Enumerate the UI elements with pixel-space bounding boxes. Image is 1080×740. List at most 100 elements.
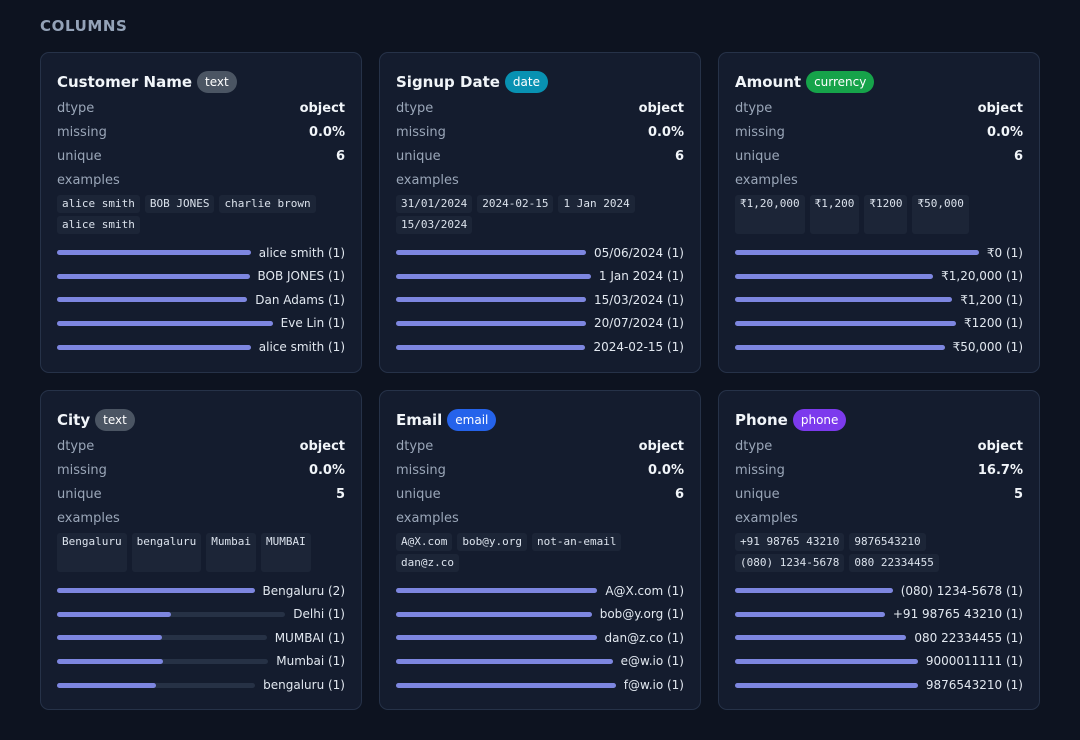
value-count-row: e@w.io (1) <box>396 650 684 674</box>
value-bar-track <box>57 658 269 664</box>
column-card: Amount currency dtype object missing 0.0… <box>718 52 1040 373</box>
stat-value: 6 <box>674 149 684 165</box>
example-chip: 31/01/2024 <box>396 194 473 213</box>
examples-label: examples <box>396 511 459 527</box>
value-count-row: +91 98765 43210 (1) <box>735 602 1023 626</box>
type-badge: text <box>197 71 237 93</box>
examples-label: examples <box>735 511 798 527</box>
value-count-label: 15/03/2024 (1) <box>594 292 684 307</box>
value-bar-fill <box>735 611 885 617</box>
value-count-label: ₹1,200 (1) <box>960 292 1023 307</box>
stat-unique: unique 5 <box>735 483 1023 507</box>
value-count-label: A@X.com (1) <box>605 583 684 598</box>
value-bar-track <box>735 682 918 688</box>
column-card: Email email dtype object missing 0.0% un… <box>379 390 701 710</box>
value-count-label: alice smith (1) <box>258 340 345 355</box>
value-bar-track <box>735 250 979 256</box>
value-bar-track <box>57 682 256 688</box>
card-header: City text <box>57 408 345 432</box>
value-count-row: Eve Lin (1) <box>57 312 345 336</box>
stat-dtype: dtype object <box>735 434 1023 458</box>
value-bar-track <box>396 611 592 617</box>
stat-unique: unique 6 <box>735 145 1023 169</box>
value-count-label: ₹1,20,000 (1) <box>941 269 1023 284</box>
example-chip: charlie brown <box>219 194 316 213</box>
value-counts: A@X.com (1) bob@y.org (1) dan@z.co (1) e@w.… <box>396 579 684 697</box>
value-count-label: 1 Jan 2024 (1) <box>598 269 684 284</box>
example-chip: 9876543210 <box>849 532 926 551</box>
examples-label: examples <box>57 511 120 527</box>
value-bar-fill <box>396 588 598 594</box>
value-count-row: 080 22334455 (1) <box>735 626 1023 650</box>
value-bar-fill <box>396 250 587 256</box>
value-bar-fill <box>735 250 979 256</box>
value-bar-track <box>57 320 273 326</box>
value-bar-fill <box>735 635 907 641</box>
value-bar-track <box>57 635 267 641</box>
example-chip: ₹1,20,000 <box>735 194 805 234</box>
example-chip: Bengaluru <box>57 532 127 572</box>
value-count-label: Delhi (1) <box>293 607 345 622</box>
stat-unique: unique 6 <box>396 483 684 507</box>
type-badge: email <box>447 409 497 431</box>
stat-value: object <box>977 100 1023 116</box>
stat-dtype: dtype object <box>396 96 684 120</box>
value-count-label: bob@y.org (1) <box>599 607 684 622</box>
example-chip: alice smith <box>57 215 140 234</box>
value-bar-track <box>735 658 918 664</box>
value-count-label: dan@z.co (1) <box>604 630 684 645</box>
value-count-label: 05/06/2024 (1) <box>594 245 684 260</box>
type-badge: text <box>95 409 135 431</box>
value-count-row: ₹1200 (1) <box>735 312 1023 336</box>
value-count-row: 2024-02-15 (1) <box>396 335 684 359</box>
value-bar-fill <box>57 297 248 303</box>
example-chip: bob@y.org <box>457 532 527 551</box>
stat-label: missing <box>735 462 785 478</box>
stat-value: 0.0% <box>647 124 684 140</box>
value-bar-track <box>396 658 613 664</box>
stat-dtype: dtype object <box>735 96 1023 120</box>
stat-label: unique <box>57 149 102 165</box>
value-bar-fill <box>396 635 597 641</box>
stat-label: missing <box>396 462 446 478</box>
value-count-label: Bengaluru (2) <box>262 583 345 598</box>
stat-missing: missing 16.7% <box>735 458 1023 482</box>
stat-missing: missing 0.0% <box>57 458 345 482</box>
value-count-label: bengaluru (1) <box>263 678 345 693</box>
value-bar-fill <box>396 611 592 617</box>
value-count-row: Delhi (1) <box>57 602 345 626</box>
column-card: Customer Name text dtype object missing … <box>40 52 362 373</box>
stat-value: 0.0% <box>308 124 345 140</box>
example-chip: 1 Jan 2024 <box>558 194 635 213</box>
value-count-label: ₹0 (1) <box>986 245 1023 260</box>
stat-label: unique <box>735 149 780 165</box>
value-count-label: 080 22334455 (1) <box>914 630 1023 645</box>
column-title: Signup Date <box>396 73 500 91</box>
type-badge: currency <box>806 71 875 93</box>
stat-value: 5 <box>1013 487 1023 503</box>
card-header: Phone phone <box>735 408 1023 432</box>
card-header: Signup Date date <box>396 70 684 94</box>
value-counts: 05/06/2024 (1) 1 Jan 2024 (1) 15/03/2024 (… <box>396 241 684 359</box>
example-chip: not-an-email <box>531 532 622 551</box>
value-count-row: 1 Jan 2024 (1) <box>396 264 684 288</box>
stat-missing: missing 0.0% <box>396 458 684 482</box>
value-bar-track <box>396 344 586 350</box>
value-count-row: BOB JONES (1) <box>57 264 345 288</box>
value-count-row: ₹50,000 (1) <box>735 335 1023 359</box>
value-count-label: Mumbai (1) <box>276 654 345 669</box>
value-bar-track <box>396 250 587 256</box>
stat-unique: unique 6 <box>57 145 345 169</box>
value-bar-track <box>735 273 934 279</box>
value-count-row: dan@z.co (1) <box>396 626 684 650</box>
value-bar-track <box>57 588 255 594</box>
value-bar-fill <box>57 611 172 617</box>
stat-value: 16.7% <box>977 462 1023 478</box>
examples-label: examples <box>735 173 798 189</box>
value-count-row: (080) 1234-5678 (1) <box>735 579 1023 603</box>
value-bar-track <box>735 588 893 594</box>
value-bar-track <box>396 320 587 326</box>
type-badge: phone <box>792 409 847 431</box>
value-bar-fill <box>735 344 945 350</box>
value-bar-track <box>735 344 945 350</box>
